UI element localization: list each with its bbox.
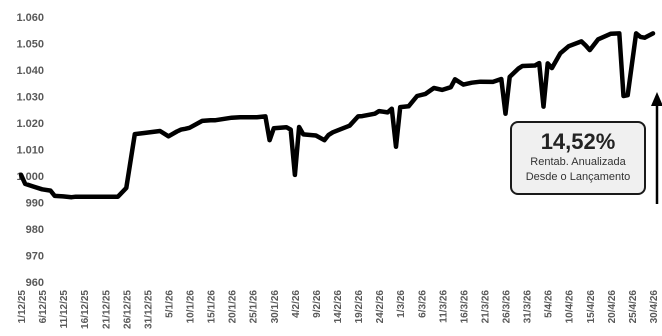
x-tick-label: 30/1/26 (270, 290, 281, 324)
x-tick-label: 25/4/26 (628, 290, 639, 324)
x-tick-label: 30/4/26 (649, 290, 660, 324)
x-tick-label: 15/1/26 (207, 290, 218, 324)
x-tick-label: 15/4/26 (586, 290, 597, 324)
x-tick-label: 24/2/26 (375, 290, 386, 324)
x-tick-label: 1/3/26 (396, 290, 407, 318)
annualized-return-label: Rentab. Anualizada (530, 156, 626, 168)
x-tick-label: 9/2/26 (312, 290, 323, 318)
y-tick-label: 960 (26, 277, 44, 289)
x-tick-label: 26/3/26 (502, 290, 513, 324)
y-tick-label: 970 (26, 251, 44, 263)
x-tick-label: 10/4/26 (565, 290, 576, 324)
y-tick-label: 1.020 (16, 118, 44, 130)
x-tick-label: 10/1/26 (186, 290, 197, 324)
x-tick-label: 16/3/26 (459, 290, 470, 324)
callout-arrow (651, 92, 662, 204)
x-tick-label: 20/4/26 (607, 290, 618, 324)
x-tick-label: 21/3/26 (480, 290, 491, 324)
annualized-return-value: 14,52% (540, 129, 616, 154)
x-tick-label: 6/3/26 (417, 290, 428, 318)
x-axis: 1/12/25 6/12/25 11/12/25 16/12/25 21/12/25 26… (17, 290, 660, 329)
annualized-return-callout: 14,52% Rentab. Anualizada Desde o Lançam… (510, 121, 646, 195)
y-tick-label: 980 (26, 224, 44, 236)
y-tick-label: 1.030 (16, 92, 44, 104)
y-tick-label: 1.050 (16, 39, 44, 51)
y-axis: 9609709809901.0001.0101.0201.0301.0401.0… (16, 12, 44, 289)
x-tick-label: 31/3/26 (523, 290, 534, 324)
x-tick-label: 21/12/25 (101, 290, 112, 329)
x-tick-label: 5/4/26 (544, 290, 555, 318)
series-line (18, 31, 656, 200)
x-tick-label: 11/3/26 (438, 290, 449, 323)
y-tick-label: 1.060 (16, 12, 44, 24)
series-line-group (18, 31, 656, 200)
x-tick-label: 26/12/25 (122, 290, 133, 329)
y-tick-label: 1.040 (16, 65, 44, 77)
x-tick-label: 1/12/25 (17, 290, 28, 324)
x-tick-label: 19/2/26 (354, 290, 365, 324)
x-tick-label: 5/1/26 (164, 290, 175, 318)
callout-arrow-head (651, 92, 662, 106)
x-tick-label: 25/1/26 (249, 290, 260, 324)
x-tick-label: 11/12/25 (59, 290, 70, 329)
x-tick-label: 16/12/25 (80, 290, 91, 329)
x-tick-label: 20/1/26 (228, 290, 239, 324)
x-tick-label: 6/12/25 (38, 290, 49, 324)
x-tick-label: 14/2/26 (333, 290, 344, 324)
x-tick-label: 31/12/25 (143, 290, 154, 329)
since-launch-label: Desde o Lançamento (525, 171, 631, 183)
y-tick-label: 1.010 (16, 145, 44, 157)
x-tick-label: 4/2/26 (291, 290, 302, 318)
y-tick-label: 990 (26, 198, 44, 210)
